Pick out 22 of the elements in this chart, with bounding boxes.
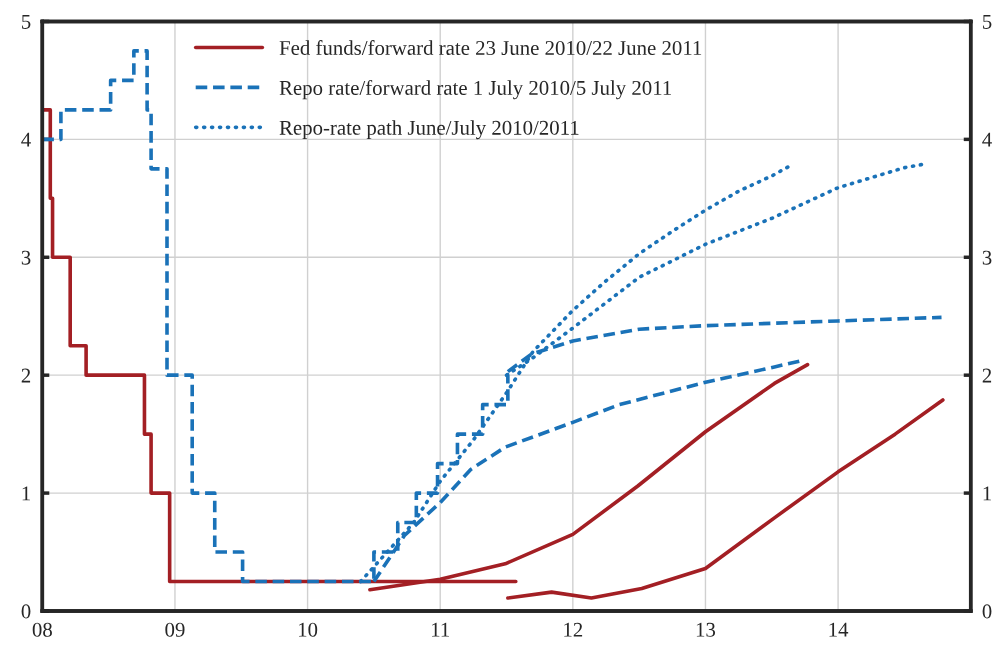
y-tick-label: 2 — [21, 368, 31, 383]
y2-tick-label: 1 — [983, 486, 991, 501]
legend-label: Fed funds/forward rate 23 June 2010/22 June 2011 — [279, 40, 702, 55]
x-tick-label: 13 — [696, 622, 716, 637]
y-tick-label: 3 — [21, 250, 31, 265]
legend-label: Repo rate/forward rate 1 July 2010/5 July 2011 — [279, 80, 672, 100]
y2-tick-label: 5 — [983, 15, 992, 29]
y-tick-label: 4 — [21, 132, 31, 147]
y2-tick-label: 3 — [982, 250, 992, 265]
y-tick-label: 0 — [21, 604, 31, 619]
y2-tick-label: 4 — [982, 132, 992, 147]
x-tick-label: 11 — [432, 622, 449, 637]
x-tick-label: 14 — [829, 622, 849, 637]
y-tick-label: 1 — [22, 486, 30, 501]
y2-tick-label: 0 — [982, 604, 992, 619]
legend-label: Repo-rate path June/July 2010/2011 — [279, 120, 579, 140]
x-tick-label: 10 — [299, 622, 318, 637]
x-tick-label: 08 — [32, 622, 52, 637]
y2-tick-label: 2 — [982, 368, 992, 383]
y-tick-label: 5 — [22, 15, 31, 29]
x-tick-label: 12 — [564, 622, 583, 637]
x-tick-label: 09 — [165, 622, 185, 637]
